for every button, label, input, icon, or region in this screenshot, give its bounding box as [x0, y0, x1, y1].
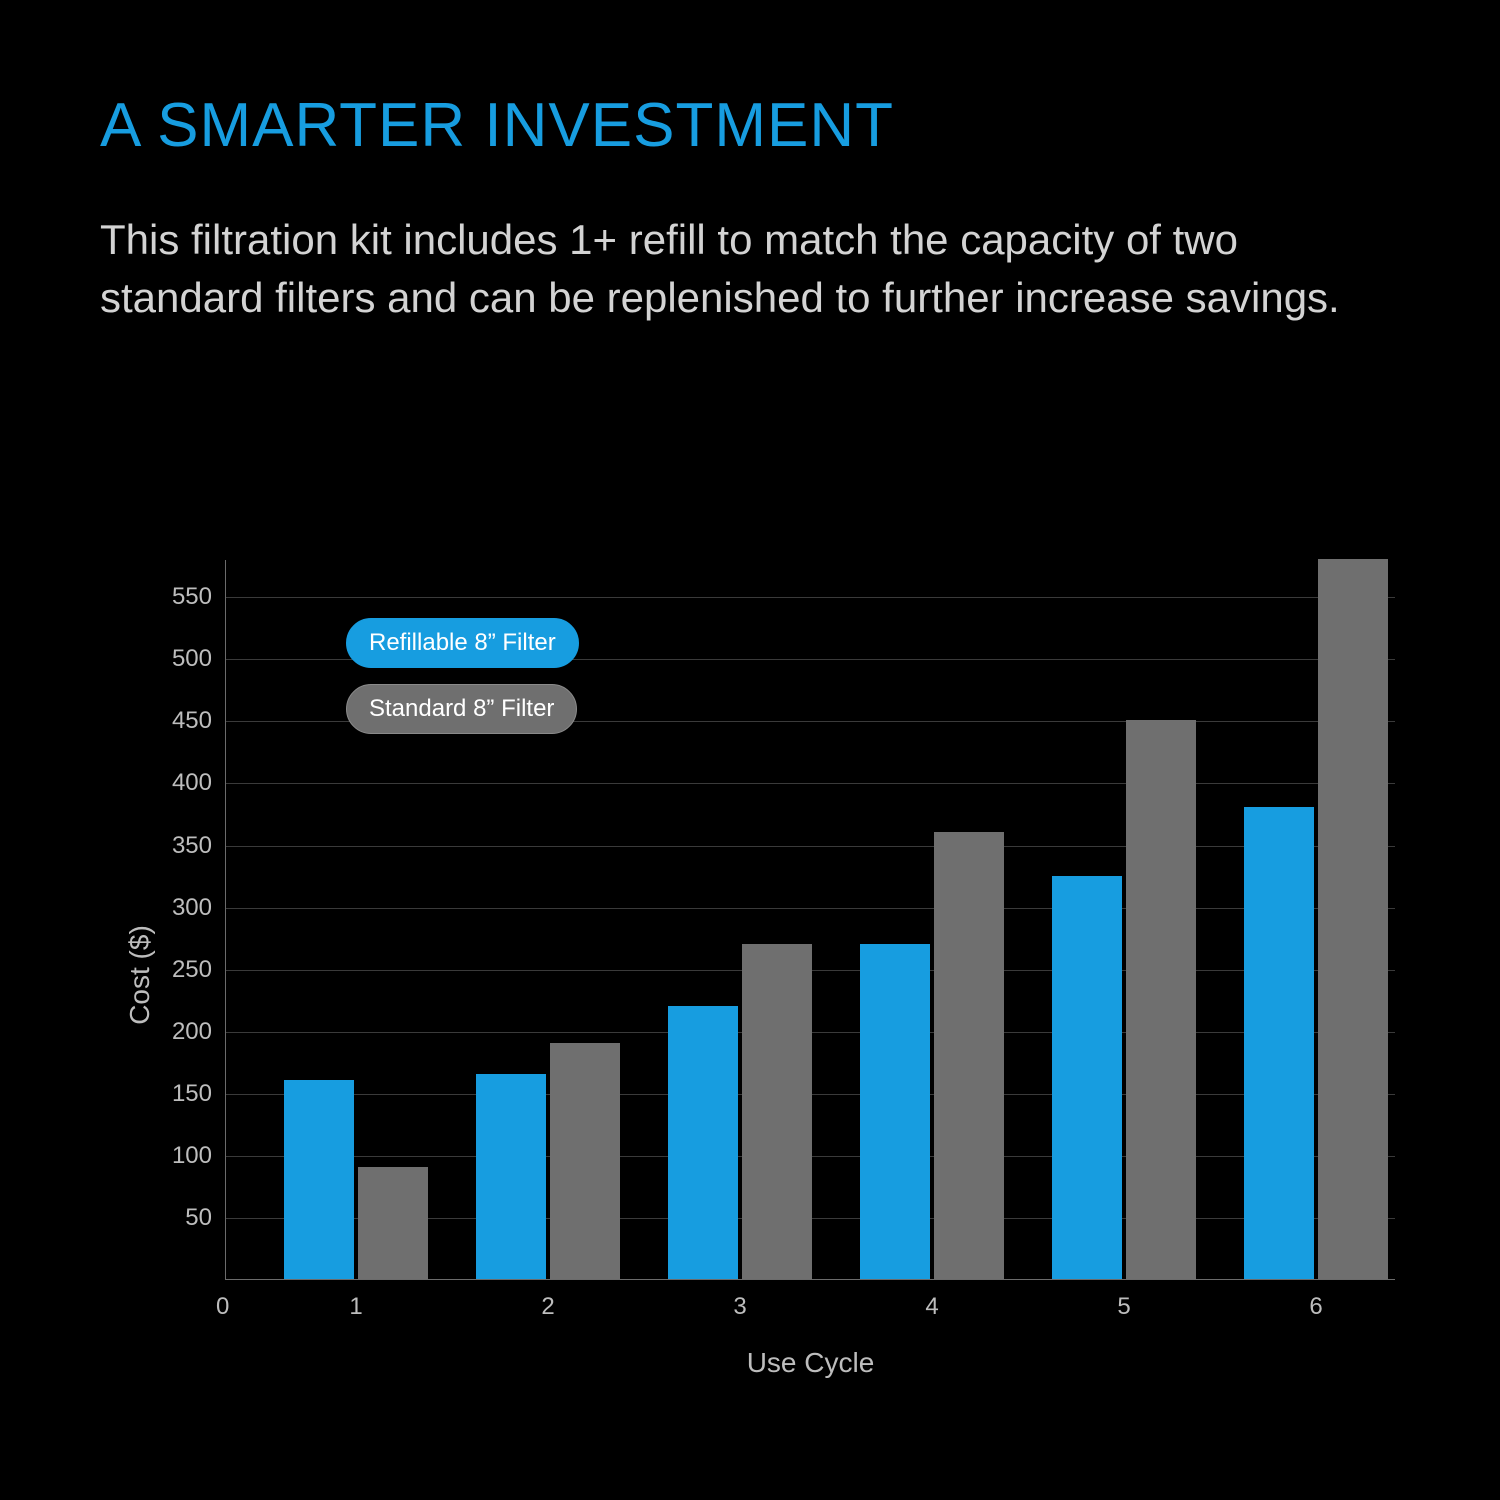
bar-standard — [1126, 720, 1196, 1279]
bar-standard — [358, 1167, 428, 1279]
page-root: A SMARTER INVESTMENT This filtration kit… — [0, 0, 1500, 1500]
cost-chart: Cost ($) Refillable 8” FilterStandard 8”… — [130, 560, 1410, 1390]
x-tick-label: 4 — [925, 1293, 938, 1321]
y-tick-label: 100 — [142, 1142, 212, 1170]
y-tick-label: 350 — [142, 832, 212, 860]
x-tick-0: 0 — [216, 1293, 229, 1321]
chart-legend: Refillable 8” Filter Standard 8” Filter — [346, 618, 579, 750]
gridline — [226, 783, 1395, 784]
bar-refillable — [668, 1006, 738, 1279]
bar-standard — [550, 1043, 620, 1279]
x-tick-label: 2 — [541, 1293, 554, 1321]
gridline — [226, 597, 1395, 598]
page-subtitle: This filtration kit includes 1+ refill t… — [100, 211, 1380, 327]
y-tick-label: 200 — [142, 1018, 212, 1046]
y-tick-label: 450 — [142, 707, 212, 735]
bar-refillable — [1244, 807, 1314, 1279]
bar-refillable — [860, 944, 930, 1279]
x-tick-label: 1 — [349, 1293, 362, 1321]
y-tick-label: 300 — [142, 894, 212, 922]
legend-item: Refillable 8” Filter — [346, 618, 579, 668]
bar-standard — [1318, 559, 1388, 1279]
y-tick-label: 500 — [142, 645, 212, 673]
bar-standard — [742, 944, 812, 1279]
bar-refillable — [476, 1074, 546, 1279]
y-tick-label: 250 — [142, 956, 212, 984]
page-title: A SMARTER INVESTMENT — [100, 90, 1400, 161]
gridline — [226, 846, 1395, 847]
bar-standard — [934, 832, 1004, 1279]
y-tick-label: 400 — [142, 769, 212, 797]
y-tick-label: 550 — [142, 583, 212, 611]
x-tick-label: 3 — [733, 1293, 746, 1321]
y-tick-label: 150 — [142, 1080, 212, 1108]
x-tick-label: 5 — [1117, 1293, 1130, 1321]
bar-refillable — [1052, 876, 1122, 1279]
gridline — [226, 908, 1395, 909]
y-tick-label: 50 — [142, 1204, 212, 1232]
x-tick-label: 6 — [1309, 1293, 1322, 1321]
plot-area: Refillable 8” FilterStandard 8” Filter 0… — [225, 560, 1395, 1280]
legend-item: Standard 8” Filter — [346, 684, 577, 734]
bar-refillable — [284, 1080, 354, 1279]
x-axis-label: Use Cycle — [747, 1347, 875, 1379]
